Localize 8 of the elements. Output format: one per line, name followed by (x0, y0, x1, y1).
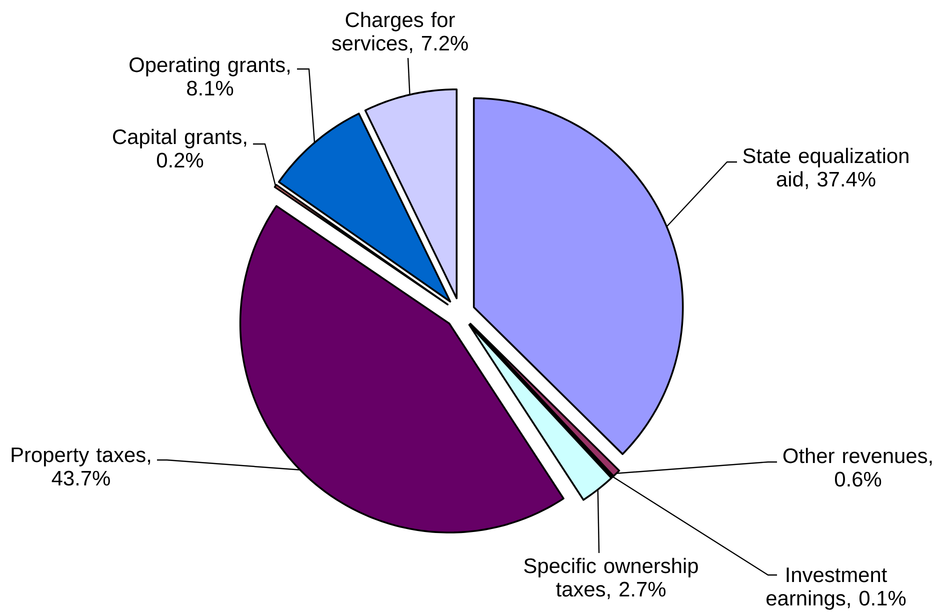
slice-label: State equalization aid, 37.4% (743, 148, 908, 190)
slice-label: Investment earnings, 0.1% (766, 568, 906, 610)
slice-label: Capital grants, 0.2% (113, 128, 246, 168)
slice-label: Specific ownership taxes, 2.7% (524, 558, 698, 600)
slice-label: Other revenues, 0.6% (783, 448, 932, 487)
slice-label: Property taxes, 43.7% (12, 448, 150, 486)
slice-label: Operating grants, 8.1% (130, 56, 290, 96)
slice-label: Charges for services, 7.2% (332, 12, 468, 54)
